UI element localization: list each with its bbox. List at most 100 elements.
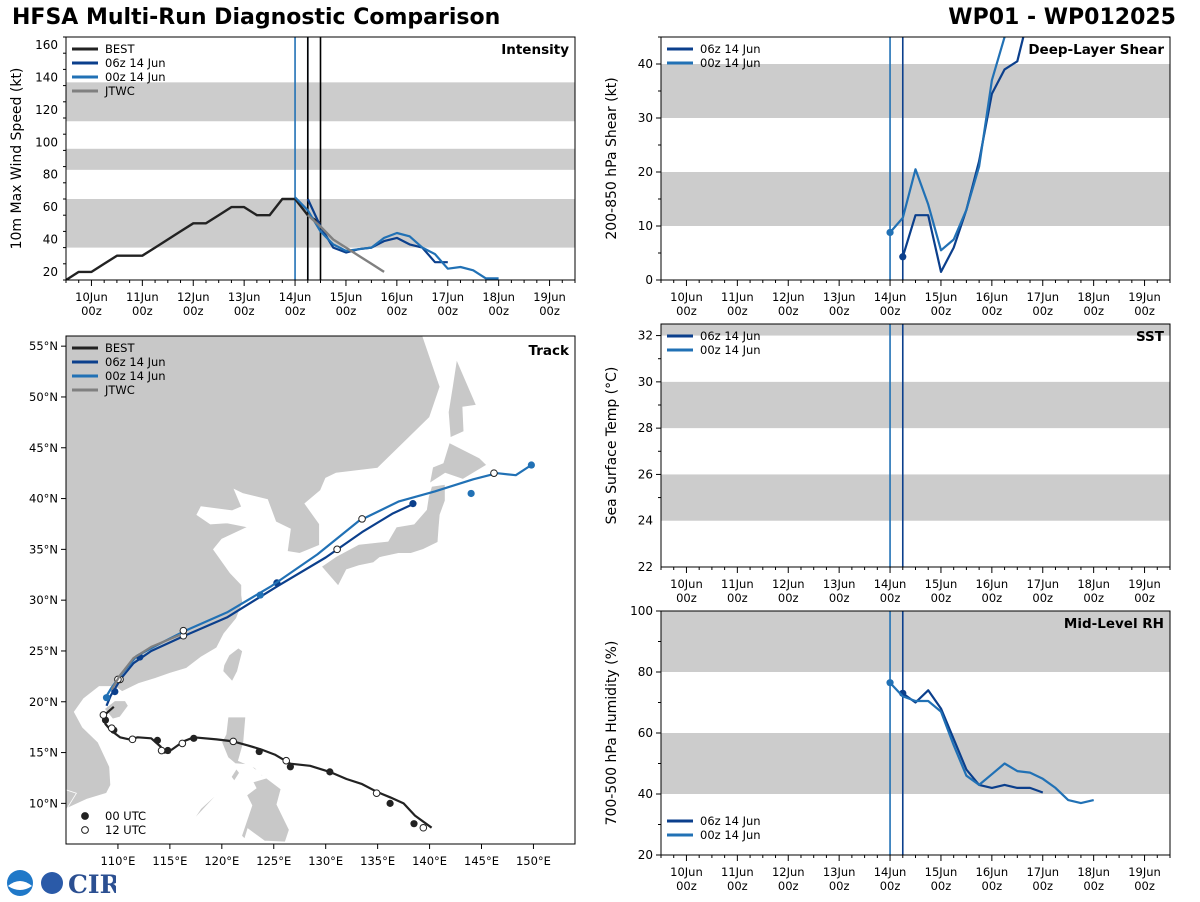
y-tick-label: 35°N: [29, 542, 58, 556]
palawan-land: [192, 792, 219, 821]
x-tick-label: 00z: [336, 304, 357, 318]
x-tick-label: 00z: [880, 879, 901, 893]
y-tick-label: 30: [638, 111, 653, 125]
legend-label: BEST: [105, 42, 135, 56]
x-tick-label: 00z: [676, 304, 697, 318]
x-tick-label: 00z: [778, 879, 799, 893]
x-tick-label: 00z: [387, 304, 408, 318]
panel-title: Track: [529, 343, 570, 359]
y-tick-label: 40: [638, 57, 653, 71]
panel-title: Deep-Layer Shear: [1028, 42, 1164, 58]
track-frame: [65, 335, 576, 845]
cira-logo-text: CIRA: [68, 870, 116, 898]
y-tick-label: 55°N: [29, 339, 58, 353]
x-tick-label: 00z: [676, 591, 697, 605]
x-tick-label: 145°E: [464, 854, 499, 868]
track-marker-00utc: [467, 489, 475, 498]
x-tick-label: 14Jun: [279, 290, 312, 304]
y-tick-label: 30°N: [29, 593, 58, 607]
track-marker-00utc: [255, 747, 263, 756]
series-line-00z-14-Jun: [889, 681, 1094, 805]
x-tick-label: 00z: [982, 879, 1003, 893]
x-tick-label: 18Jun: [1077, 577, 1110, 591]
x-tick-label: 18Jun: [1077, 865, 1110, 879]
series-line-06z-14-Jun: [902, 689, 1044, 794]
legend-marker: [81, 826, 89, 834]
track-marker-12utc: [333, 545, 341, 554]
x-tick-label: 12Jun: [772, 865, 805, 879]
track-marker-00utc: [256, 591, 264, 599]
legend-label: 06z 14 Jun: [700, 42, 761, 56]
series-start-marker: [886, 679, 894, 687]
track-marker-00utc: [190, 734, 198, 742]
legend-label: 00z 14 Jun: [105, 70, 166, 84]
legend-marker: [81, 812, 89, 820]
x-tick-label: 17Jun: [1026, 577, 1059, 591]
x-tick-label: 00z: [778, 304, 799, 318]
x-tick-label: 00z: [880, 591, 901, 605]
x-tick-label: 00z: [931, 591, 952, 605]
y-tick-label: 22: [638, 560, 653, 574]
visayas-mindanao-land: [241, 777, 290, 843]
track-marker-00utc: [527, 461, 535, 469]
x-tick-label: 00z: [982, 591, 1003, 605]
x-tick-label: 00z: [285, 304, 306, 318]
track-plot-area: [66, 336, 535, 843]
y-tick-label: 40: [638, 787, 653, 801]
sst-plot-area: [661, 324, 1170, 567]
series-line-06z-14-Jun: [306, 198, 448, 264]
x-tick-label: 00z: [727, 591, 748, 605]
track-marker-12utc: [282, 756, 291, 765]
x-tick-label: 12Jun: [772, 577, 805, 591]
shaded-band: [661, 381, 1170, 429]
x-tick-label: 130°E: [308, 854, 343, 868]
indochina-south-land: [66, 789, 78, 811]
cira-logo: CIRA: [4, 866, 140, 899]
track-marker-12utc: [419, 823, 428, 832]
x-tick-label: 19Jun: [1128, 865, 1161, 879]
x-tick-label: 00z: [778, 591, 799, 605]
panel-sst: 22242628303210Jun00z11Jun00z12Jun00z13Ju…: [604, 323, 1171, 605]
x-tick-label: 19Jun: [1128, 577, 1161, 591]
series-start-marker: [899, 253, 907, 261]
x-tick-label: 00z: [132, 304, 153, 318]
x-tick-label: 11Jun: [126, 290, 159, 304]
luzon-land: [221, 716, 264, 779]
x-tick-label: 14Jun: [874, 577, 907, 591]
x-tick-label: 17Jun: [1026, 290, 1059, 304]
legend-label: 06z 14 Jun: [700, 329, 761, 343]
y-axis-label: 200-850 hPa Shear (kt): [604, 77, 620, 239]
y-tick-label: 25°N: [29, 644, 58, 658]
panel-rh: 2040608010010Jun00z11Jun00z12Jun00z13Jun…: [604, 604, 1171, 893]
x-tick-label: 110°E: [100, 854, 135, 868]
track-marker-12utc: [99, 711, 108, 719]
y-tick-label: 80: [43, 168, 58, 182]
x-tick-label: 17Jun: [431, 290, 464, 304]
legend-label: 00z 14 Jun: [700, 56, 761, 70]
track-marker-00utc: [164, 746, 172, 755]
globe-icon: [41, 872, 63, 894]
y-axis-label: 10m Max Wind Speed (kt): [9, 68, 25, 250]
x-tick-label: 00z: [727, 304, 748, 318]
y-tick-label: 20: [638, 165, 653, 179]
x-tick-label: 00z: [488, 304, 509, 318]
x-tick-label: 00z: [1032, 591, 1053, 605]
y-tick-label: 100: [630, 604, 653, 618]
legend-label: JTWC: [104, 383, 135, 397]
x-tick-label: 00z: [829, 591, 850, 605]
track-line-BEST: [102, 705, 433, 829]
y-tick-label: 10: [638, 219, 653, 233]
series-line-BEST: [66, 197, 322, 280]
x-tick-label: 00z: [437, 304, 458, 318]
y-tick-label: 140: [35, 71, 58, 85]
x-tick-label: 120°E: [204, 854, 239, 868]
track-marker-12utc: [178, 739, 187, 748]
y-tick-label: 60: [43, 200, 58, 214]
series-line-06z-14-Jun: [901, 37, 1025, 273]
x-tick-label: 135°E: [360, 854, 395, 868]
x-tick-label: 10Jun: [670, 865, 703, 879]
track-marker-12utc: [128, 735, 137, 744]
x-tick-label: 00z: [183, 304, 204, 318]
honshu-land: [320, 483, 446, 587]
panel-track: 110°E 115°E 120°E 125°E 130°E 135°E 140°E 145°E…: [29, 335, 576, 868]
